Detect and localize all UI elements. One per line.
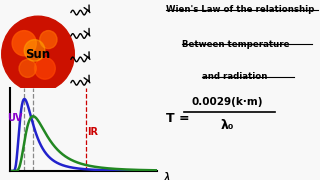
Text: IR: IR — [88, 127, 99, 137]
Circle shape — [40, 31, 57, 49]
Text: 0.0029(k·m): 0.0029(k·m) — [191, 96, 263, 107]
Circle shape — [12, 31, 36, 56]
Text: λ: λ — [163, 172, 171, 180]
Text: Sun: Sun — [26, 48, 51, 60]
Text: and radiation: and radiation — [202, 72, 267, 81]
Circle shape — [2, 16, 74, 92]
Text: UV: UV — [7, 113, 22, 123]
Circle shape — [19, 59, 36, 77]
Circle shape — [24, 40, 45, 61]
Circle shape — [35, 58, 55, 79]
Text: Wien's Law of the relationship: Wien's Law of the relationship — [166, 5, 315, 14]
Text: T =: T = — [166, 112, 190, 125]
Text: Between temperature: Between temperature — [182, 40, 290, 49]
Text: λ₀: λ₀ — [220, 119, 234, 132]
